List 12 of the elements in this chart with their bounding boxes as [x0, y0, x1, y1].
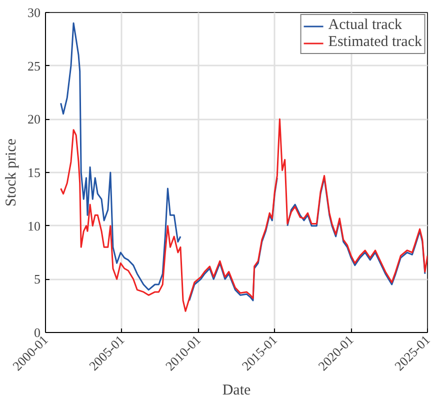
- y-tick-label: 0: [34, 325, 40, 340]
- x-axis-title: Date: [222, 382, 251, 398]
- y-axis-title: Stock price: [4, 138, 20, 206]
- legend-label: Estimated track: [328, 34, 422, 51]
- y-tick-label: 20: [28, 112, 40, 127]
- y-tick-label: 5: [34, 272, 40, 287]
- line-series: [60, 118, 428, 312]
- legend-label: Actual track: [328, 17, 402, 34]
- y-tick-label: 10: [28, 218, 40, 234]
- y-tick-label: 15: [28, 165, 40, 180]
- y-tick-label: 30: [28, 5, 40, 20]
- y-tick-label: 25: [28, 58, 40, 74]
